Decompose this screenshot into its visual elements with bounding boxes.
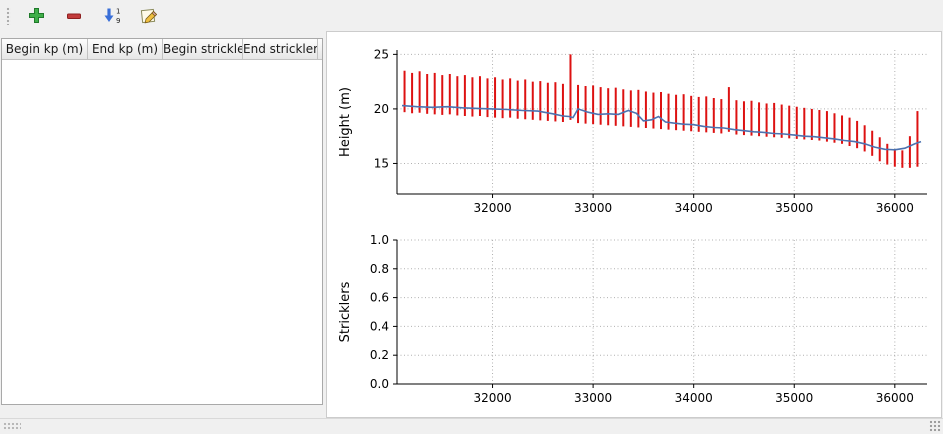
toolbar-drag-handle[interactable] bbox=[6, 6, 11, 25]
svg-text:34000: 34000 bbox=[675, 391, 713, 405]
column-header-begin-strickler[interactable]: Begin strickler bbox=[163, 39, 243, 59]
resize-grip[interactable] bbox=[929, 420, 941, 432]
svg-text:34000: 34000 bbox=[675, 201, 713, 215]
status-bar bbox=[0, 418, 943, 434]
height-chart: 32000 33000 34000 35000 36000 15 20 25 Height (m… bbox=[327, 36, 939, 228]
sort-numeric-icon: 1 9 bbox=[104, 8, 120, 25]
stricklers-chart: 32000 33000 34000 35000 36000 0.0 0.2 0.4 0.6 0.8… bbox=[327, 228, 939, 416]
svg-text:0.2: 0.2 bbox=[370, 348, 389, 362]
plus-icon bbox=[28, 8, 44, 23]
svg-text:0.0: 0.0 bbox=[370, 377, 389, 391]
svg-text:15: 15 bbox=[374, 156, 389, 170]
svg-text:35000: 35000 bbox=[775, 391, 813, 405]
svg-text:35000: 35000 bbox=[775, 201, 813, 215]
svg-text:0.8: 0.8 bbox=[370, 262, 389, 276]
status-bar-dots bbox=[3, 422, 21, 431]
add-row-button[interactable] bbox=[23, 3, 49, 29]
column-header-end-kp[interactable]: End kp (m) bbox=[88, 39, 163, 59]
svg-text:Height (m): Height (m) bbox=[338, 87, 353, 157]
svg-text:20: 20 bbox=[374, 102, 389, 116]
table-header: Begin kp (m) End kp (m) Begin strickler … bbox=[2, 39, 322, 60]
svg-text:36000: 36000 bbox=[876, 391, 914, 405]
svg-text:25: 25 bbox=[374, 47, 389, 61]
svg-text:1: 1 bbox=[116, 8, 120, 16]
svg-text:36000: 36000 bbox=[876, 201, 914, 215]
svg-text:32000: 32000 bbox=[473, 391, 511, 405]
table-body[interactable] bbox=[2, 60, 322, 404]
edit-button[interactable] bbox=[137, 3, 163, 29]
svg-text:33000: 33000 bbox=[574, 391, 612, 405]
remove-row-button[interactable] bbox=[61, 3, 87, 29]
charts-panel: 32000 33000 34000 35000 36000 15 20 25 Height (m… bbox=[326, 31, 942, 418]
edit-pencil-icon bbox=[140, 8, 158, 23]
svg-text:32000: 32000 bbox=[473, 201, 511, 215]
column-header-filler bbox=[318, 39, 322, 59]
main-area: Begin kp (m) End kp (m) Begin strickler … bbox=[0, 31, 943, 418]
svg-text:0.6: 0.6 bbox=[370, 291, 389, 305]
sort-button[interactable]: 1 9 bbox=[99, 3, 125, 29]
minus-icon bbox=[67, 13, 81, 19]
toolbar: 1 9 bbox=[0, 0, 943, 31]
svg-text:0.4: 0.4 bbox=[370, 319, 389, 333]
svg-text:1.0: 1.0 bbox=[370, 233, 389, 247]
stricklers-table: Begin kp (m) End kp (m) Begin strickler … bbox=[1, 38, 323, 405]
column-header-end-strickler[interactable]: End strickler bbox=[243, 39, 318, 59]
column-header-begin-kp[interactable]: Begin kp (m) bbox=[2, 39, 88, 59]
svg-text:Stricklers: Stricklers bbox=[338, 281, 353, 342]
svg-text:33000: 33000 bbox=[574, 201, 612, 215]
svg-text:9: 9 bbox=[116, 17, 120, 25]
